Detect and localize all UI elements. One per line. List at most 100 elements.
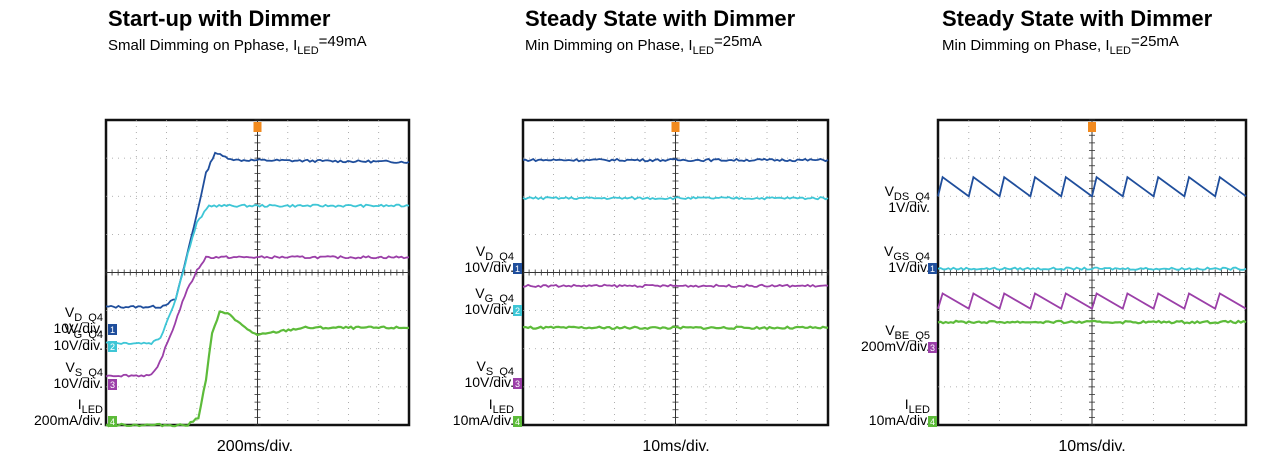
x-axis-label: 200ms/div. bbox=[217, 438, 293, 455]
channel-marker: 3 bbox=[108, 379, 117, 390]
trigger-marker bbox=[1088, 122, 1096, 132]
trace-vs bbox=[522, 283, 829, 289]
channel-label-subscript: LED bbox=[82, 404, 103, 416]
subtitle-subscript: LED bbox=[297, 45, 318, 57]
channel-marker-number: 1 bbox=[110, 325, 115, 335]
subtitle-subscript: LED bbox=[1110, 45, 1131, 57]
channel-label-subscript: D_Q4 bbox=[74, 312, 103, 324]
channel-label: ILED bbox=[78, 396, 103, 416]
channel-label-subscript: LED bbox=[909, 404, 930, 416]
panel-title: Start-up with Dimmer bbox=[108, 6, 331, 31]
channel-scale: 200mV/div. bbox=[861, 338, 930, 354]
panel-subtitle: Min Dimming on Phase, ILED=25mA bbox=[942, 33, 1179, 57]
channel-marker-box bbox=[513, 416, 522, 427]
channel-label-main: V bbox=[476, 243, 486, 259]
channel-marker-box bbox=[928, 263, 937, 274]
channel-label-subscript: D_Q4 bbox=[485, 251, 514, 263]
channel-label: ILED bbox=[489, 396, 514, 416]
channel-marker-number: 2 bbox=[110, 342, 115, 352]
channel-label-subscript: DS_Q4 bbox=[894, 191, 930, 203]
channel-marker-number: 3 bbox=[930, 343, 935, 353]
channel-scale: 10mA/div. bbox=[869, 412, 930, 428]
channel-label-main: I bbox=[489, 396, 493, 412]
channel-label-main: I bbox=[78, 396, 82, 412]
channel-label: VGS_Q4 bbox=[884, 243, 930, 263]
subtitle-subscript: LED bbox=[693, 45, 714, 57]
channel-marker-number: 4 bbox=[110, 417, 115, 427]
trace-iled bbox=[522, 325, 829, 331]
channel-marker-box bbox=[108, 379, 117, 390]
channel-label: VD_Q4 bbox=[65, 304, 103, 324]
x-axis-label: 10ms/div. bbox=[1058, 438, 1125, 455]
channel-label: VDS_Q4 bbox=[885, 183, 930, 203]
channel-label-subscript: G_Q4 bbox=[485, 293, 514, 305]
trace-iled bbox=[105, 310, 410, 428]
channel-label: VG_Q4 bbox=[475, 285, 514, 305]
panel-title: Steady State with Dimmer bbox=[942, 6, 1213, 31]
channel-marker-number: 3 bbox=[515, 379, 520, 389]
channel-label-subscript: G_Q4 bbox=[74, 329, 103, 341]
channel-marker: 4 bbox=[108, 416, 117, 427]
channel-label-subscript: GS_Q4 bbox=[893, 251, 930, 263]
channel-label-main: I bbox=[905, 396, 909, 412]
trace-vgs bbox=[937, 266, 1247, 271]
channel-label: VS_Q4 bbox=[66, 359, 103, 379]
trace-vd bbox=[522, 157, 829, 163]
trace-vbe bbox=[937, 319, 1247, 325]
trigger-marker bbox=[671, 122, 680, 132]
channel-scale: 10V/div. bbox=[464, 259, 514, 275]
channel-label-subscript: BE_Q5 bbox=[895, 330, 930, 342]
channel-label: VBE_Q5 bbox=[885, 322, 930, 342]
trace-vg bbox=[522, 196, 829, 201]
channel-label: VG_Q4 bbox=[64, 321, 103, 341]
channel-marker: 3 bbox=[513, 378, 522, 389]
channel-marker-box bbox=[108, 324, 117, 335]
channel-marker-box bbox=[513, 263, 522, 274]
trace-vds bbox=[937, 175, 1247, 198]
trace-vs bbox=[937, 292, 1247, 311]
trace-vs bbox=[105, 255, 410, 378]
channel-label: VD_Q4 bbox=[476, 243, 514, 263]
channel-scale: 200mA/div. bbox=[34, 412, 103, 428]
channel-marker-box bbox=[513, 305, 522, 316]
channel-label-subscript: LED bbox=[493, 404, 514, 416]
channel-marker: 1 bbox=[108, 324, 117, 335]
channel-marker-number: 2 bbox=[515, 306, 520, 316]
panel-subtitle: Min Dimming on Phase, ILED=25mA bbox=[525, 33, 762, 57]
channel-marker: 4 bbox=[513, 416, 522, 427]
channel-marker-box bbox=[108, 416, 117, 427]
channel-label-main: V bbox=[65, 304, 75, 320]
channel-scale: 1V/div. bbox=[888, 199, 930, 215]
channel-scale: 10mA/div. bbox=[453, 412, 514, 428]
channel-marker-number: 3 bbox=[110, 380, 115, 390]
channel-marker: 2 bbox=[108, 341, 117, 352]
subtitle-text: Min Dimming on Phase, I bbox=[525, 37, 693, 54]
channel-marker-box bbox=[513, 378, 522, 389]
channel-label-main: V bbox=[885, 183, 895, 199]
channel-marker-number: 4 bbox=[515, 417, 520, 427]
channel-label-subscript: S_Q4 bbox=[75, 367, 103, 379]
channel-marker: 1 bbox=[928, 263, 937, 274]
channel-marker: 2 bbox=[513, 305, 522, 316]
channel-marker-number: 4 bbox=[930, 417, 935, 427]
channel-marker-box bbox=[928, 342, 937, 353]
subtitle-text: =25mA bbox=[714, 33, 762, 50]
channel-marker: 4 bbox=[928, 416, 937, 427]
channel-marker: 1 bbox=[513, 263, 522, 274]
channel-scale: 10V/div. bbox=[53, 375, 103, 391]
channel-marker: 3 bbox=[928, 342, 937, 353]
channel-label-main: V bbox=[477, 358, 487, 374]
channel-label-subscript: S_Q4 bbox=[486, 366, 514, 378]
channel-scale: 10V/div. bbox=[53, 337, 103, 353]
channel-marker-number: 1 bbox=[515, 264, 520, 274]
channel-marker-box bbox=[928, 416, 937, 427]
subtitle-text: Min Dimming on Phase, I bbox=[942, 37, 1110, 54]
trace-vg bbox=[105, 203, 410, 346]
channel-scale: 1V/div. bbox=[888, 259, 930, 275]
panel-subtitle: Small Dimming on Pphase, ILED=49mA bbox=[108, 33, 367, 57]
channel-label: VS_Q4 bbox=[477, 358, 514, 378]
